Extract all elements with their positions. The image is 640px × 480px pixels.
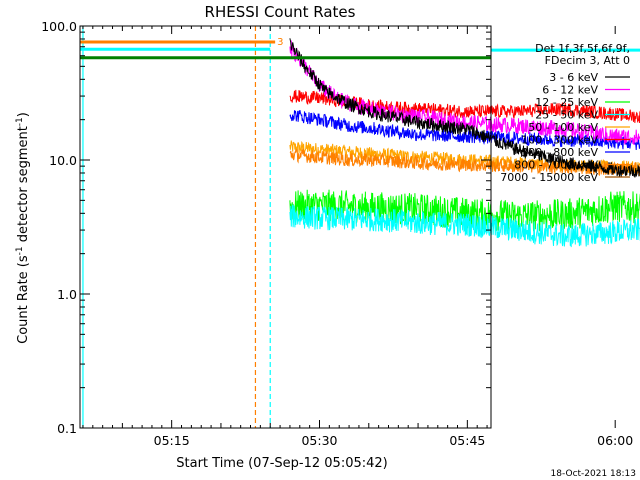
legend-label: 6 - 12 keV	[542, 84, 598, 97]
y-tick-label: 100.0	[41, 19, 77, 34]
legend-header: FDecim 3, Att 0	[545, 54, 630, 67]
series-line-1	[289, 40, 640, 145]
chart-title: RHESSI Count Rates	[205, 3, 356, 21]
x-tick-label: 06:00	[597, 433, 633, 448]
footer-date: 18-Oct-2021 18:13	[551, 469, 636, 479]
series-line-0	[289, 38, 640, 178]
y-tick-label: 1.0	[57, 287, 77, 302]
legend-label: 25 - 50 keV	[535, 109, 598, 122]
legend-label: 100 - 300 keV	[521, 134, 598, 147]
series-line-2	[289, 189, 640, 233]
legend-label: 3 - 6 keV	[549, 71, 598, 84]
legend-label: 50 - 100 keV	[528, 121, 598, 134]
y-tick-label: 0.1	[57, 421, 77, 436]
legend-label: 12 - 25 keV	[535, 96, 598, 109]
series-line-6	[289, 110, 640, 151]
x-axis-label: Start Time (07-Sep-12 05:05:42)	[176, 456, 387, 471]
state-bar-mark: 3	[277, 37, 283, 48]
legend-label: 300 - 800 keV	[521, 146, 598, 159]
legend-label: 800 - 7000 keV	[514, 159, 598, 172]
series-line-3	[289, 204, 640, 248]
y-axis-label: Count Rate (s-1 detector segment-1)	[15, 112, 31, 344]
x-tick-label: 05:15	[154, 433, 190, 448]
x-tick-label: 05:45	[449, 433, 485, 448]
y-tick-label: 10.0	[49, 153, 77, 168]
plot-frame	[79, 25, 492, 429]
legend-header: Det 1f,3f,5f,6f,9f,	[535, 42, 630, 55]
x-tick-label: 05:30	[301, 433, 337, 448]
legend-label: 7000 - 15000 keV	[500, 171, 598, 184]
